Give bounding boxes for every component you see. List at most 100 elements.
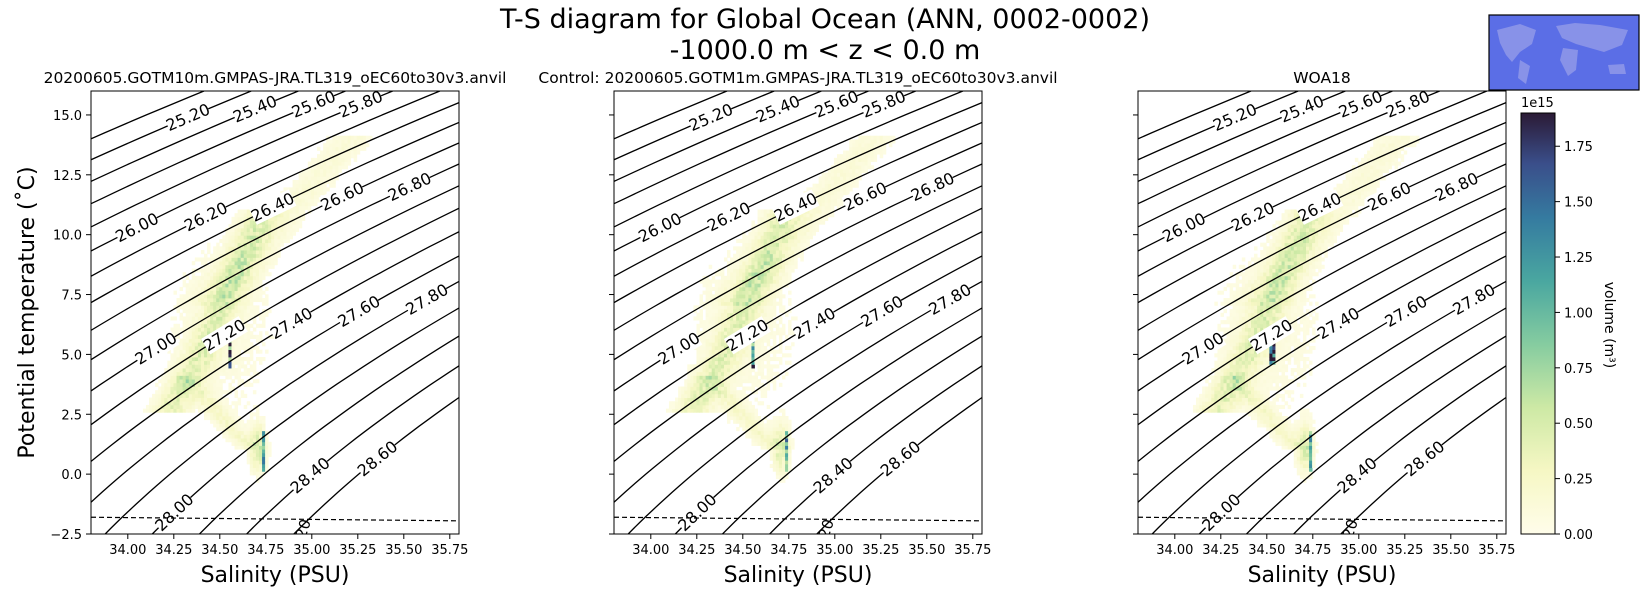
volume-cell [204,297,208,303]
volume-cell [252,327,257,332]
volume-cell [292,216,297,221]
volume-cell [298,198,303,203]
volume-cell [794,216,798,221]
volume-cell [733,356,737,362]
volume-cell [1278,368,1282,373]
volume-cell [772,379,777,384]
volume-cell [262,467,266,472]
volume-cell [258,250,263,255]
volume-cell [216,268,220,273]
volume-cell [1275,438,1279,443]
volume-cell [185,382,190,387]
volume-cell [1275,349,1279,354]
volume-cell [1214,364,1218,369]
volume-cell [1269,290,1273,295]
volume-cell [693,404,697,410]
volume-cell [1275,408,1279,413]
volume-cell [335,165,339,170]
volume-cell [173,382,177,387]
volume-cell [161,390,165,395]
volume-cell [760,261,765,266]
volume-cell [769,463,774,469]
volume-cell [781,434,786,439]
volume-cell [781,456,786,461]
volume-cell [167,349,171,354]
volume-cell [1226,401,1231,406]
volume-cell [289,187,294,192]
volume-cell [207,283,211,288]
volume-cell [194,345,199,351]
volume-cell [249,216,254,221]
volume-cell [359,139,364,144]
volume-cell [736,301,740,306]
volume-cell [806,209,810,214]
volume-cell [1244,297,1249,303]
volume-cell [705,334,710,339]
volume-cell [1199,397,1203,402]
volume-cell [277,220,281,225]
volume-cell [335,157,339,162]
volume-cell [243,264,248,269]
volume-cell [204,272,208,277]
volume-cell [760,250,765,255]
volume-cell [1223,375,1227,380]
volume-cell [274,216,278,221]
volume-cell [1232,375,1237,380]
volume-cell [262,261,266,266]
volume-cell [332,183,336,188]
volume-cell [781,327,786,332]
volume-cell [846,157,850,162]
volume-cell [213,257,217,262]
volume-cell [1235,408,1240,413]
volume-cell [234,231,239,236]
volume-cell [1257,386,1261,391]
volume-cell [197,334,202,339]
volume-cell [772,272,777,277]
volume-cell [745,250,749,255]
volume-cell [1232,360,1237,365]
volume-cell [265,268,269,273]
volume-cell [717,334,722,339]
volume-cell [864,168,868,174]
volume-cell [179,356,184,362]
volume-cell [338,150,342,155]
volume-cell [347,154,352,159]
volume-cell [268,242,272,247]
volume-cell [228,238,232,244]
volume-cell [855,168,859,174]
volume-cell [723,334,728,339]
volume-cell [252,460,257,465]
volume-cell [1254,368,1258,373]
volume-cell [699,349,703,354]
volume-cell [225,415,229,421]
volume-cell [742,238,746,244]
volume-cell [867,143,871,148]
density-contour [104,280,459,534]
volume-cell [225,434,229,439]
volume-cell [176,397,180,402]
volume-cell [1223,404,1227,410]
volume-cell [684,390,688,395]
volume-cell [1229,353,1234,358]
volume-cell [699,408,703,413]
volume-cell [785,474,789,480]
volume-cell [1278,301,1282,306]
volume-cell [1226,386,1231,391]
volume-cell [173,401,177,406]
volume-cell [194,401,199,406]
volume-cell [1266,246,1270,251]
volume-cell [763,438,768,443]
volume-cell [258,356,263,362]
volume-cell [775,264,780,269]
volume-cell [766,253,771,258]
volume-cell [1266,393,1270,398]
volume-cell [742,360,746,365]
volume-cell [1241,390,1246,395]
volume-cell [304,179,309,185]
volume-cell [714,364,719,369]
volume-cell [249,471,254,476]
volume-cell [693,408,697,413]
volume-cell [255,449,260,454]
volume-cell [766,297,771,303]
volume-cell [249,441,254,446]
